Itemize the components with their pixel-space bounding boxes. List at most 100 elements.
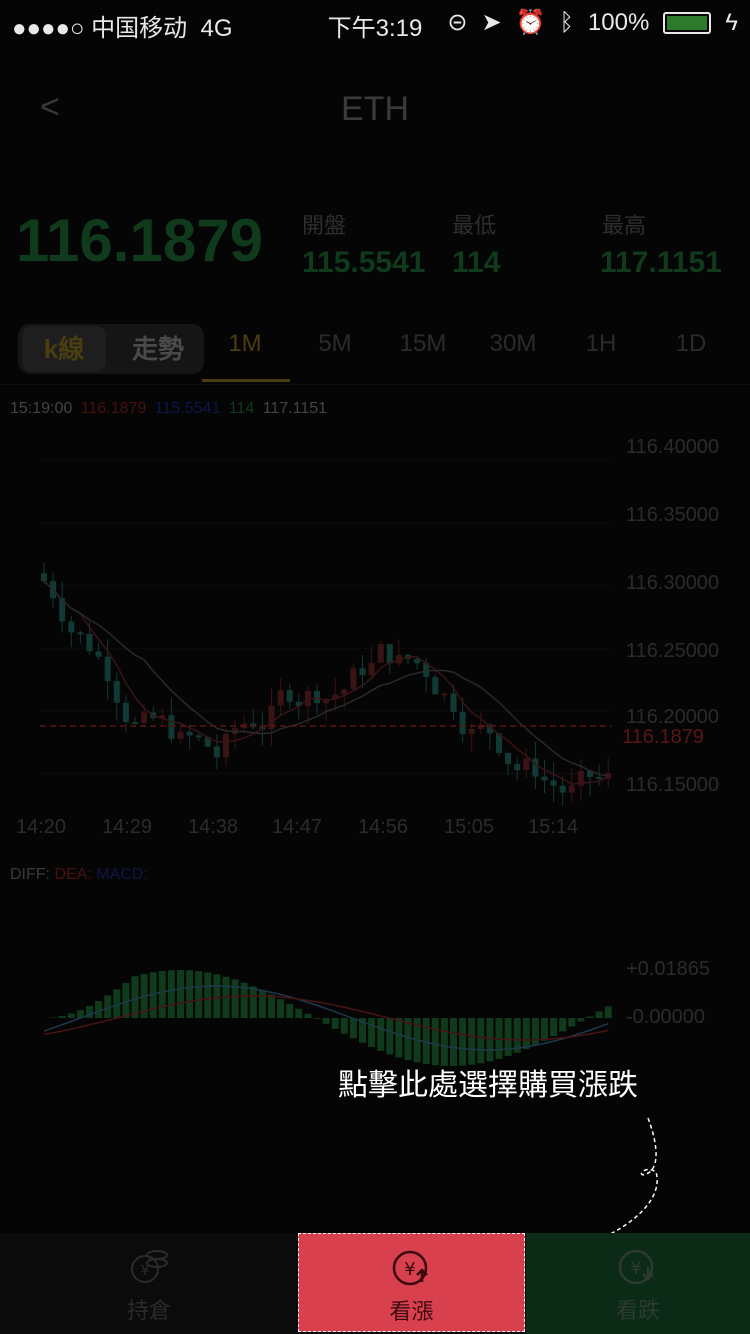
candle: [59, 598, 66, 622]
macd-bar: [213, 974, 221, 1018]
macd-bar: [113, 989, 121, 1018]
buy-up-label: 看漲: [389, 1299, 434, 1324]
macd-bar: [459, 1018, 467, 1066]
callout-hint: 點擊此處選擇購買漲跌: [338, 1069, 638, 1102]
macd-axis-label: +0.01865: [626, 958, 710, 980]
macd-bar: [468, 1018, 476, 1065]
tab-interval-1h[interactable]: 1H: [585, 330, 617, 357]
hold-button[interactable]: ¥ 持倉: [0, 1233, 298, 1334]
candle: [577, 770, 584, 786]
candle: [195, 735, 202, 738]
macd-bar: [322, 1018, 330, 1024]
candle: [213, 746, 220, 758]
macd-bar: [249, 986, 257, 1018]
ma-line-1: [43, 580, 609, 785]
y-axis-label: 116.30000: [626, 572, 720, 594]
info-v1: 116.1879: [80, 400, 147, 417]
macd-legend: DIFF: DEA: MACD:: [10, 866, 148, 884]
macd-bar: [195, 971, 203, 1018]
buy-up-button[interactable]: ¥ 看漲: [298, 1233, 525, 1332]
tab-interval-15m[interactable]: 15M: [399, 330, 447, 357]
macd-axis-label: -0.00000: [626, 1006, 705, 1028]
candle: [359, 668, 366, 676]
info-time: 15:19:00: [10, 400, 73, 417]
macd-bar: [450, 1018, 457, 1066]
diff-line: [43, 985, 609, 1051]
carrier: ●●●●○ 中国移动 4G: [12, 15, 233, 42]
candle: [168, 715, 175, 739]
candle: [95, 651, 102, 657]
macd-bar: [76, 1010, 84, 1018]
candle: [395, 654, 402, 664]
svg-text:¥: ¥: [630, 1258, 641, 1279]
chart-info: 15:19:00 116.1879 115.5541 114 117.1151: [10, 400, 331, 418]
open-value: 115.5541: [302, 246, 426, 279]
high-value: 117.1151: [600, 246, 722, 279]
x-axis-label: 15:14: [528, 816, 579, 838]
low-label: 最低: [452, 213, 497, 238]
candle: [68, 621, 75, 633]
candle: [186, 731, 193, 736]
macd-bar: [131, 976, 139, 1018]
macd-bar: [177, 970, 184, 1018]
candle: [104, 656, 111, 682]
candle: [514, 764, 521, 771]
status-right: ⊝ ➤ ⏰ ᛒ 100% ϟ: [447, 8, 738, 37]
low-value: 114: [452, 246, 501, 279]
candle: [277, 690, 284, 706]
candle: [432, 676, 439, 695]
high-label: 最高: [602, 213, 647, 238]
status-bar: ●●●●○ 中国移动 4G 下午3:19 ⊝ ➤ ⏰ ᛒ 100% ϟ: [0, 0, 750, 43]
status-time: 下午3:19: [327, 15, 423, 42]
macd-bar: [595, 1011, 603, 1018]
candle: [377, 644, 384, 663]
info-v4: 117.1151: [262, 400, 328, 417]
buy-down-button[interactable]: ¥ 看跌: [526, 1233, 750, 1334]
lock-icon: ⊝: [447, 9, 468, 36]
open-label: 開盤: [302, 213, 347, 238]
macd-bar: [304, 1013, 312, 1018]
tab-interval-1m[interactable]: 1M: [228, 330, 262, 357]
tab-interval-30m[interactable]: 30M: [489, 330, 537, 357]
tab-kline[interactable]: k線: [22, 326, 106, 372]
candle: [441, 693, 448, 696]
tab-trend[interactable]: 走勢: [131, 334, 184, 364]
macd-bar: [504, 1018, 512, 1057]
macd-bar: [268, 994, 275, 1018]
macd-bar: [586, 1016, 594, 1018]
candle: [368, 662, 375, 676]
active-tab-indicator: [202, 379, 290, 382]
candle: [541, 776, 548, 781]
y-axis-label: 116.35000: [626, 504, 720, 526]
candle: [459, 711, 466, 735]
tab-interval-5m[interactable]: 5M: [318, 330, 352, 357]
macd-bar: [531, 1018, 539, 1046]
macd-bar: [240, 982, 248, 1018]
macd-bar: [295, 1008, 303, 1018]
macd-bar: [167, 970, 175, 1018]
candle: [386, 644, 393, 664]
back-button[interactable]: <: [40, 88, 60, 127]
x-axis-label: 14:20: [16, 816, 67, 838]
tab-interval-1d[interactable]: 1D: [675, 330, 707, 357]
candle: [559, 785, 566, 793]
candle: [295, 701, 302, 707]
ma-line-2: [43, 580, 609, 777]
macd-bar: [204, 972, 212, 1018]
x-axis-label: 14:38: [188, 816, 239, 838]
coins-icon: ¥: [131, 1250, 168, 1283]
macd-label: MACD:: [96, 866, 148, 883]
candle: [223, 733, 229, 758]
chart-type-toggle: k線 走勢: [18, 324, 204, 374]
info-v2: 115.5541: [154, 400, 221, 417]
macd-bar: [559, 1018, 567, 1032]
candle: [159, 715, 166, 719]
macd-bar: [122, 982, 130, 1018]
candle: [132, 722, 138, 725]
candle: [77, 632, 84, 635]
dea-line: [43, 995, 609, 1041]
svg-text:¥: ¥: [141, 1263, 150, 1279]
battery-icon: [663, 11, 712, 34]
candle: [177, 731, 184, 739]
x-axis-label: 15:05: [444, 816, 495, 838]
